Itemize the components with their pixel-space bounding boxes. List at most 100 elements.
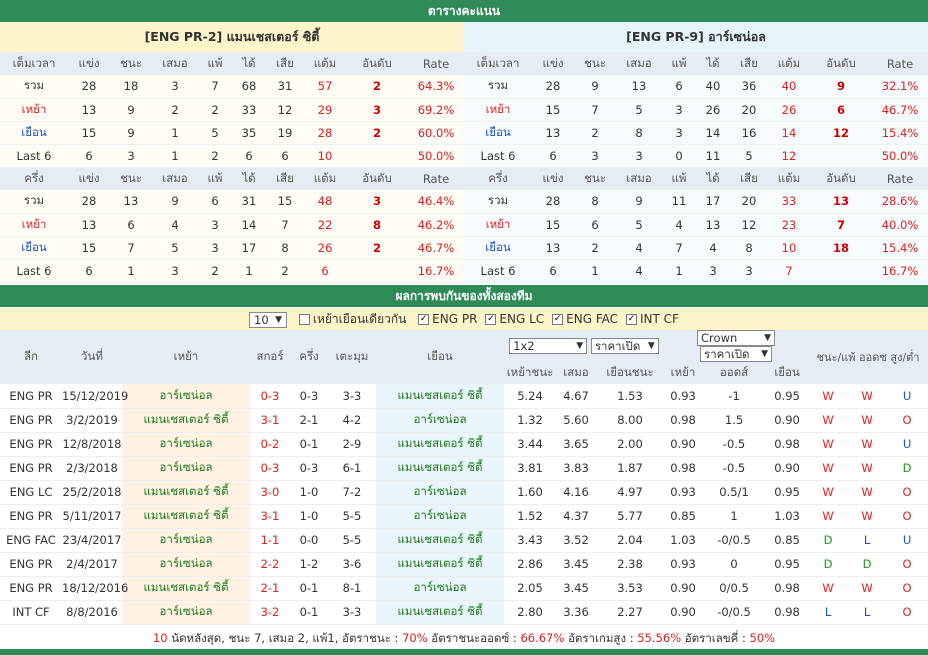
match-away-team[interactable]: แมนเชสเตอร์ ซิตี้: [376, 432, 504, 457]
away-team-half-cell: เยือน: [464, 236, 532, 260]
league-checkbox[interactable]: [418, 314, 430, 325]
match-away-team[interactable]: อาร์เซน่อล: [376, 576, 504, 601]
away-team-half-cell: 17: [696, 190, 730, 214]
away-team-full-cell: 3: [574, 144, 616, 168]
table-row: เยือน 13 2 4 7 4 8 10 18 15.4%: [464, 236, 928, 260]
away-team-half-cell: Last 6: [464, 259, 532, 283]
away-team-full-cell: 6: [532, 144, 574, 168]
home-team-full-cell: 6: [232, 144, 266, 168]
result-win-loss: W: [808, 504, 849, 529]
chevron-down-icon: ▼: [764, 333, 772, 343]
ah-away-odds: 0.90: [766, 408, 809, 433]
home-team-full-cell: 2: [346, 121, 408, 145]
match-home-team[interactable]: แมนเชสเตอร์ ซิตี้: [122, 504, 250, 529]
away-team-half-cell: 13: [532, 236, 574, 260]
home-team-header: [ENG PR-2] แมนเชสเตอร์ ซิตี้: [0, 22, 464, 52]
away-team-half-cell: 28.6%: [872, 190, 928, 214]
away-team-full-col-2: ชนะ: [574, 52, 616, 75]
result-odds: W: [848, 504, 887, 529]
summary-text-1: นัดหลังสุด, ชนะ 7, เสมอ 2, แพ้1, อัตราชน…: [167, 631, 403, 645]
league-checkbox[interactable]: [485, 314, 497, 325]
match-half-score: 0-0: [290, 528, 328, 553]
odds-away-win: 1.87: [596, 456, 665, 481]
match-date: 18/12/2016: [62, 576, 128, 601]
match-home-team[interactable]: อาร์เซน่อล: [122, 528, 250, 553]
odds-draw: 3.45: [556, 576, 596, 601]
match-count-select[interactable]: 10 ▼: [249, 311, 288, 328]
match-home-team[interactable]: อาร์เซน่อล: [122, 432, 250, 457]
odds-type-value: 1x2: [513, 339, 535, 353]
match-corner: 3-3: [328, 384, 376, 409]
ah-home-odds: 0.98: [664, 408, 703, 433]
away-team-half-cell: [810, 259, 872, 283]
odds-away-win: 4.97: [596, 480, 665, 505]
table-row: Last 6 6 3 1 2 6 6 10 50.0%: [0, 144, 464, 168]
home-team-half-cell: 13: [110, 190, 152, 214]
col-home: เหย้า: [122, 330, 250, 384]
match-home-team[interactable]: อาร์เซน่อล: [122, 456, 250, 481]
result-over-under: O: [886, 600, 928, 625]
match-away-team[interactable]: แมนเชสเตอร์ ซิตี้: [376, 456, 504, 481]
match-away-team[interactable]: อาร์เซน่อล: [376, 480, 504, 505]
away-team-full-cell: [810, 144, 872, 168]
home-team-full-col-2: ชนะ: [110, 52, 152, 75]
table-row: ENG PR 15/12/2019 อาร์เซน่อล 0-3 0-3 3-3 แมนเช…: [0, 384, 928, 409]
home-team-half-cell: [346, 259, 408, 283]
match-home-team[interactable]: แมนเชสเตอร์ ซิตี้: [122, 408, 250, 433]
same-venue-checkbox[interactable]: [298, 314, 310, 325]
away-team-full-cell: 5: [730, 144, 768, 168]
odds-draw: 4.67: [556, 384, 596, 409]
match-half-score: 0-1: [290, 576, 328, 601]
match-home-team[interactable]: อาร์เซน่อล: [122, 600, 250, 625]
match-away-team[interactable]: อาร์เซน่อล: [376, 504, 504, 529]
match-home-team[interactable]: แมนเชสเตอร์ ซิตี้: [122, 576, 250, 601]
result-over-under: U: [886, 432, 928, 457]
match-league: ENG PR: [0, 504, 62, 529]
home-team-half-cell: 46.2%: [408, 213, 464, 237]
away-team-full-cell: 9: [810, 75, 872, 99]
price-select-1x2[interactable]: ราคาเปิด ▼: [590, 338, 659, 354]
home-team-full-cell: 50.0%: [408, 144, 464, 168]
price-select-ah[interactable]: ราคาเปิด ▼: [700, 346, 773, 362]
match-away-team[interactable]: แมนเชสเตอร์ ซิตี้: [376, 552, 504, 577]
away-team-half-col-8: อันดับ: [810, 167, 872, 190]
match-date: 12/8/2018: [62, 432, 122, 457]
match-away-team[interactable]: แมนเชสเตอร์ ซิตี้: [376, 384, 504, 409]
odds-away-win: 8.00: [596, 408, 665, 433]
away-team-full-cell: 12: [768, 144, 810, 168]
away-team-full-cell: 9: [574, 75, 616, 99]
table-row: รวม 28 9 13 6 40 36 40 9 32.1%: [464, 75, 928, 99]
match-away-team[interactable]: อาร์เซน่อล: [376, 408, 504, 433]
ah-home-odds: 0.98: [664, 456, 703, 481]
match-date: 5/11/2017: [62, 504, 122, 529]
away-team-full-cell: 5: [616, 98, 662, 122]
match-half-score: 0-3: [290, 384, 328, 409]
league-checkbox[interactable]: [626, 314, 638, 325]
table-row: เยือน 13 2 8 3 14 16 14 12 15.4%: [464, 121, 928, 145]
away-team-full-cell: 8: [616, 121, 662, 145]
match-away-team[interactable]: แมนเชสเตอร์ ซิตี้: [376, 528, 504, 553]
match-home-team[interactable]: อาร์เซน่อล: [122, 384, 250, 409]
match-home-team[interactable]: อาร์เซน่อล: [122, 552, 250, 577]
match-date: 15/12/2019: [62, 384, 128, 409]
bookmaker-select[interactable]: Crown ▼: [697, 330, 776, 346]
odds-type-select[interactable]: 1x2 ▼: [509, 338, 588, 354]
col-score: สกอร์: [250, 330, 290, 384]
away-team-header: [ENG PR-9] อาร์เซน่อล: [464, 22, 928, 52]
match-home-team[interactable]: แมนเชสเตอร์ ซิตี้: [122, 480, 250, 505]
match-league: ENG PR: [0, 552, 62, 577]
home-team-full-cell: 10: [304, 144, 346, 168]
chevron-down-icon: ▼: [576, 341, 584, 351]
home-team-half-cell: เยือน: [0, 236, 68, 260]
ah-line: 1.5: [702, 408, 767, 433]
result-win-loss: W: [808, 480, 849, 505]
odds-home-win: 3.44: [504, 432, 556, 457]
away-team-half-cell: 8: [574, 190, 616, 214]
match-half-score: 1-2: [290, 552, 328, 577]
home-team-full-cell: Last 6: [0, 144, 68, 168]
match-away-team[interactable]: แมนเชสเตอร์ ซิตี้: [376, 600, 504, 625]
result-odds: L: [848, 600, 887, 625]
league-checkbox[interactable]: [552, 314, 564, 325]
home-team-half-cell: 26: [304, 236, 346, 260]
table-row: ENG PR 12/8/2018 อาร์เซน่อล 0-2 0-1 2-9 แมนเชส…: [0, 432, 928, 457]
